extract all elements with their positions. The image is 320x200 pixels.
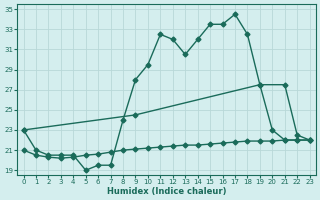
X-axis label: Humidex (Indice chaleur): Humidex (Indice chaleur) (107, 187, 226, 196)
